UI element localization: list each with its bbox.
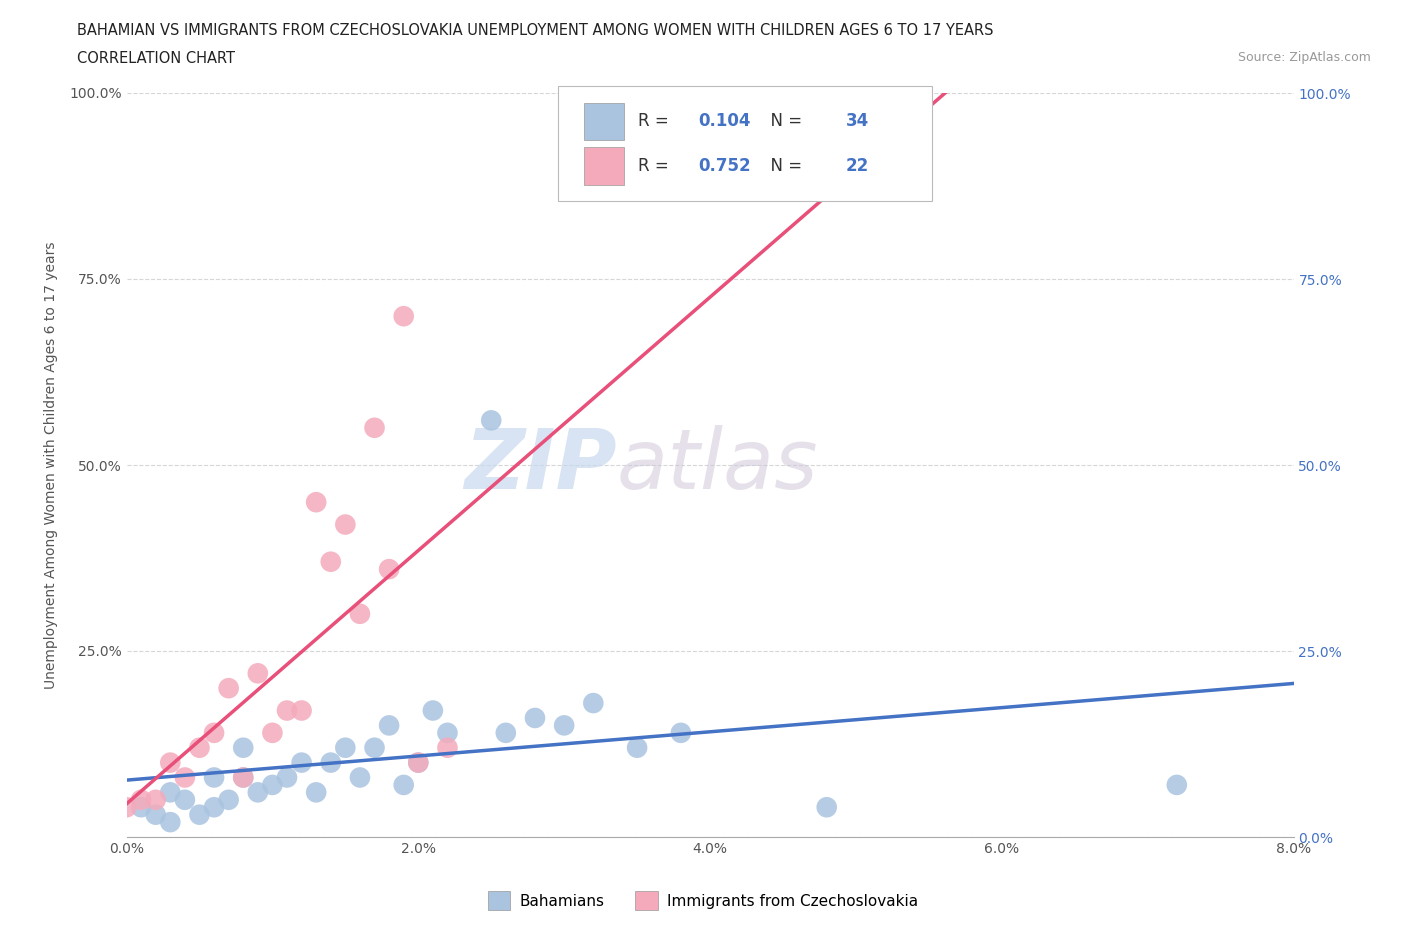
Text: ZIP: ZIP xyxy=(464,424,617,506)
Legend: Bahamians, Immigrants from Czechoslovakia: Bahamians, Immigrants from Czechoslovaki… xyxy=(479,884,927,918)
Y-axis label: Unemployment Among Women with Children Ages 6 to 17 years: Unemployment Among Women with Children A… xyxy=(44,241,58,689)
Point xyxy=(319,755,342,770)
Point xyxy=(436,740,458,755)
Point xyxy=(129,792,152,807)
Point xyxy=(378,562,401,577)
Point xyxy=(319,554,342,569)
Point xyxy=(232,770,254,785)
Text: BAHAMIAN VS IMMIGRANTS FROM CZECHOSLOVAKIA UNEMPLOYMENT AMONG WOMEN WITH CHILDRE: BAHAMIAN VS IMMIGRANTS FROM CZECHOSLOVAK… xyxy=(77,23,994,38)
Text: R =: R = xyxy=(638,157,673,175)
Point xyxy=(363,420,385,435)
Point xyxy=(479,413,502,428)
Point xyxy=(188,807,211,822)
Point xyxy=(174,770,197,785)
Point xyxy=(335,517,357,532)
Text: 0.104: 0.104 xyxy=(699,113,751,130)
Point xyxy=(669,725,692,740)
Point xyxy=(408,755,430,770)
Text: Source: ZipAtlas.com: Source: ZipAtlas.com xyxy=(1237,51,1371,64)
Point xyxy=(145,807,167,822)
Bar xyxy=(583,102,624,140)
Point xyxy=(363,740,385,755)
Point xyxy=(392,777,415,792)
Point xyxy=(408,755,430,770)
Point xyxy=(276,770,298,785)
Point xyxy=(262,777,284,792)
Point xyxy=(422,703,444,718)
Point xyxy=(582,696,605,711)
Text: 0.752: 0.752 xyxy=(699,157,751,175)
Point xyxy=(305,785,328,800)
Point xyxy=(202,770,225,785)
Text: CORRELATION CHART: CORRELATION CHART xyxy=(77,51,235,66)
Point xyxy=(115,800,138,815)
FancyBboxPatch shape xyxy=(558,86,932,201)
Point xyxy=(218,681,240,696)
Point xyxy=(159,785,181,800)
Point xyxy=(392,309,415,324)
Point xyxy=(246,666,269,681)
Point xyxy=(815,800,838,815)
Text: 22: 22 xyxy=(845,157,869,175)
Point xyxy=(232,740,254,755)
Point xyxy=(276,703,298,718)
Point xyxy=(305,495,328,510)
Point xyxy=(262,725,284,740)
Point xyxy=(290,703,312,718)
Text: 34: 34 xyxy=(845,113,869,130)
Point xyxy=(349,606,371,621)
Point xyxy=(202,800,225,815)
Point xyxy=(436,725,458,740)
Text: N =: N = xyxy=(761,113,807,130)
Point xyxy=(246,785,269,800)
Point xyxy=(145,792,167,807)
Point xyxy=(1166,777,1188,792)
Point xyxy=(218,792,240,807)
Point xyxy=(232,770,254,785)
Point xyxy=(553,718,575,733)
Point xyxy=(159,815,181,830)
Text: atlas: atlas xyxy=(617,424,818,506)
Point xyxy=(378,718,401,733)
Point xyxy=(495,725,517,740)
Point xyxy=(129,800,152,815)
Point xyxy=(202,725,225,740)
Point xyxy=(188,740,211,755)
Point xyxy=(159,755,181,770)
Point xyxy=(349,770,371,785)
Point xyxy=(523,711,546,725)
Text: R =: R = xyxy=(638,113,673,130)
Text: N =: N = xyxy=(761,157,807,175)
Point xyxy=(626,740,648,755)
Point xyxy=(174,792,197,807)
Bar xyxy=(583,147,624,184)
Point xyxy=(290,755,312,770)
Point xyxy=(335,740,357,755)
